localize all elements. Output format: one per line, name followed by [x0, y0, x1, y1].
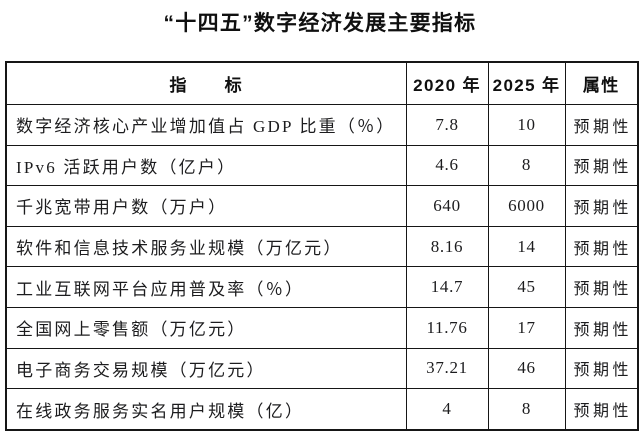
value-2025-cell: 17	[487, 306, 566, 349]
table-row: IPv6 活跃用户数（亿户） 4.6 8 预期性	[5, 144, 639, 187]
column-header-indicator: 指 标	[5, 61, 407, 105]
indicator-cell: IPv6 活跃用户数（亿户）	[5, 144, 407, 187]
value-2025-cell: 8	[487, 144, 566, 187]
attribute-cell: 预期性	[564, 306, 639, 349]
table-row: 电子商务交易规模（万亿元） 37.21 46 预期性	[5, 347, 639, 390]
indicator-cell: 千兆宽带用户数（万户）	[5, 185, 407, 227]
value-2020-cell: 8.16	[405, 225, 489, 268]
value-2025-cell: 8	[487, 388, 566, 431]
page-title: “十四五”数字经济发展主要指标	[163, 12, 477, 35]
value-2020-cell: 7.8	[405, 104, 489, 146]
attribute-cell: 预期性	[564, 104, 639, 146]
indicator-cell: 数字经济核心产业增加值占 GDP 比重（％）	[5, 104, 407, 146]
column-header-2025: 2025 年	[487, 61, 566, 105]
value-2025-cell: 6000	[487, 185, 566, 227]
attribute-cell: 预期性	[564, 185, 639, 227]
indicator-cell: 工业互联网平台应用普及率（％）	[5, 266, 407, 308]
table-header-row: 指 标 2020 年 2025 年 属性	[5, 61, 639, 105]
value-2025-cell: 45	[487, 266, 566, 308]
attribute-cell: 预期性	[564, 388, 639, 431]
value-2020-cell: 640	[405, 185, 489, 227]
value-2020-cell: 11.76	[405, 306, 489, 349]
indicator-cell: 软件和信息技术服务业规模（万亿元）	[5, 225, 407, 268]
table-body: 数字经济核心产业增加值占 GDP 比重（％） 7.8 10 预期性 IPv6 活…	[5, 104, 639, 431]
table-row: 工业互联网平台应用普及率（％） 14.7 45 预期性	[5, 266, 639, 308]
table-row: 全国网上零售额（万亿元） 11.76 17 预期性	[5, 306, 639, 349]
value-2025-cell: 14	[487, 225, 566, 268]
column-header-attribute: 属性	[564, 61, 639, 105]
attribute-cell: 预期性	[564, 225, 639, 268]
value-2020-cell: 4.6	[405, 144, 489, 187]
table-row: 数字经济核心产业增加值占 GDP 比重（％） 7.8 10 预期性	[5, 104, 639, 146]
indicator-cell: 在线政务服务实名用户规模（亿）	[5, 388, 407, 431]
value-2020-cell: 37.21	[405, 347, 489, 390]
table-row: 千兆宽带用户数（万户） 640 6000 预期性	[5, 185, 639, 227]
value-2025-cell: 10	[487, 104, 566, 146]
indicators-table: 指 标 2020 年 2025 年 属性 数字经济核心产业增加值占 GDP 比重…	[5, 61, 639, 431]
table-row: 在线政务服务实名用户规模（亿） 4 8 预期性	[5, 388, 639, 431]
column-header-2020: 2020 年	[405, 61, 489, 105]
attribute-cell: 预期性	[564, 347, 639, 390]
attribute-cell: 预期性	[564, 144, 639, 187]
value-2020-cell: 4	[405, 388, 489, 431]
table-row: 软件和信息技术服务业规模（万亿元） 8.16 14 预期性	[5, 225, 639, 268]
indicator-cell: 全国网上零售额（万亿元）	[5, 306, 407, 349]
indicator-cell: 电子商务交易规模（万亿元）	[5, 347, 407, 390]
value-2020-cell: 14.7	[405, 266, 489, 308]
value-2025-cell: 46	[487, 347, 566, 390]
attribute-cell: 预期性	[564, 266, 639, 308]
